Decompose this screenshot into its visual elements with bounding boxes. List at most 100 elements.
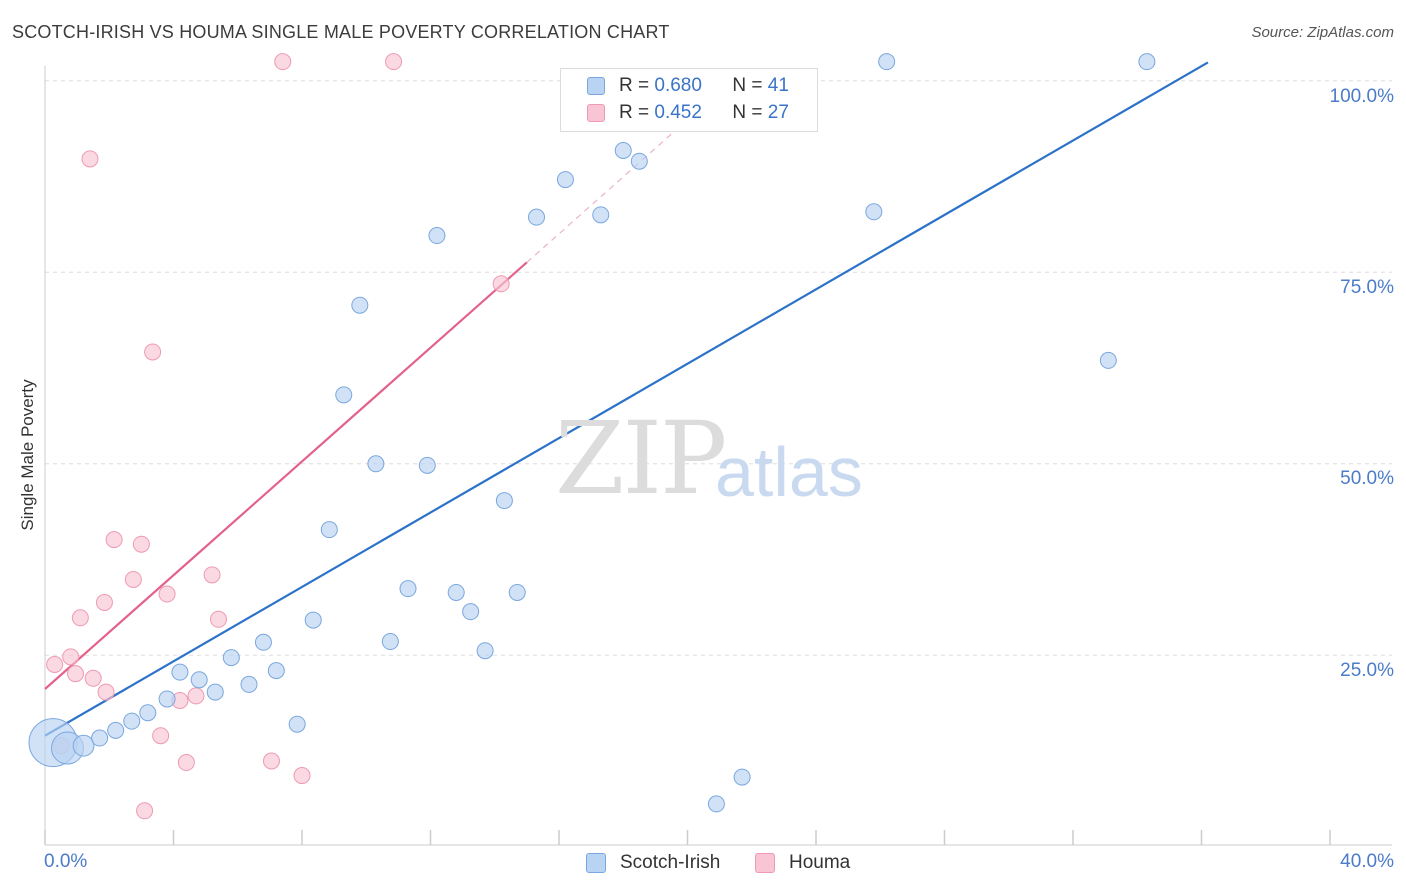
scotch-irish-legend-swatch: [586, 853, 606, 873]
scotch-irish-point: [123, 712, 141, 730]
scotch-irish-point: [107, 721, 125, 739]
bottom-legend-scotch-irish: Scotch-Irish: [586, 852, 720, 874]
scotch-irish-point: [320, 521, 338, 539]
watermark-zip: ZIP: [555, 400, 727, 517]
scotch-irish-r-value: 0.680: [654, 75, 702, 96]
scotch-irish-point: [462, 603, 480, 621]
houma-point: [136, 802, 154, 820]
scotch-irish-point: [240, 675, 258, 693]
scotch-irish-point: [592, 206, 610, 224]
scotch-irish-point: [367, 455, 385, 473]
scotch-irish-point: [733, 768, 751, 786]
scotch-irish-point: [556, 171, 574, 189]
n-label: N =: [732, 102, 768, 123]
y-tick-label: 75.0%: [1340, 277, 1394, 298]
houma-point: [132, 535, 150, 553]
scotch-irish-point: [1138, 53, 1156, 71]
houma-n-value: 27: [767, 102, 789, 123]
data-points: [28, 53, 1156, 820]
houma-point: [95, 593, 113, 611]
x-tick-label-min: 0.0%: [44, 851, 88, 872]
scotch-irish-swatch: [587, 77, 605, 95]
gridlines: [45, 80, 1392, 656]
scotch-irish-point: [418, 456, 436, 474]
houma-point: [144, 343, 162, 361]
houma-trend-line: [44, 261, 528, 690]
scotch-irish-point: [630, 152, 648, 170]
scotch-irish-point: [614, 142, 632, 160]
houma-point: [293, 767, 311, 785]
scotch-irish-trend-line: [44, 61, 1209, 737]
houma-point: [262, 752, 280, 770]
scotch-irish-point: [476, 642, 494, 660]
scotch-irish-point: [304, 611, 322, 629]
houma-point: [105, 531, 123, 549]
chart-title: SCOTCH-IRISH VS HOUMA SINGLE MALE POVERT…: [12, 22, 670, 42]
y-tick-label: 50.0%: [1340, 468, 1394, 489]
houma-point: [84, 669, 102, 687]
bottom-legend-houma: Houma: [755, 852, 850, 874]
stats-legend: R = 0.680 N = 41 R = 0.452 N = 27: [560, 68, 818, 132]
houma-point: [158, 585, 176, 603]
n-label: N =: [732, 75, 768, 96]
scotch-irish-point: [267, 662, 285, 680]
houma-point: [187, 687, 205, 705]
houma-point: [203, 566, 221, 584]
houma-legend-label: Houma: [789, 852, 851, 873]
scotch-irish-point: [381, 633, 399, 651]
scotch-irish-point: [72, 734, 95, 757]
houma-point: [97, 683, 115, 701]
x-tick-label-max: 40.0%: [1340, 851, 1394, 872]
scotch-irish-point: [508, 583, 526, 601]
houma-point: [209, 610, 227, 628]
axes: [44, 66, 1392, 846]
houma-point: [124, 570, 142, 588]
houma-point: [152, 727, 170, 745]
scotch-irish-point: [335, 386, 353, 404]
chart-source: Source: ZipAtlas.com: [1251, 24, 1394, 41]
scotch-irish-point: [399, 580, 417, 598]
scotch-irish-point: [190, 671, 208, 689]
scotch-irish-point: [222, 649, 240, 667]
houma-point: [71, 609, 89, 627]
scotch-irish-point: [1099, 351, 1117, 369]
watermark-atlas: atlas: [715, 433, 863, 511]
houma-point: [274, 53, 292, 71]
legend-row-scotch-irish: R = 0.680 N = 41: [587, 73, 789, 99]
scotch-irish-point: [447, 583, 465, 601]
houma-r-value: 0.452: [654, 102, 702, 123]
scotch-irish-point: [878, 53, 896, 71]
r-label: R =: [619, 75, 655, 96]
scotch-irish-point: [206, 683, 224, 701]
y-tick-label: 100.0%: [1329, 86, 1394, 107]
scotch-irish-point: [528, 208, 546, 226]
y-tick-label: 25.0%: [1340, 660, 1394, 681]
houma-point: [62, 648, 80, 666]
houma-swatch: [587, 104, 605, 122]
scotch-irish-point: [707, 795, 725, 813]
r-label: R =: [619, 102, 655, 123]
scotch-irish-n-value: 41: [767, 75, 789, 96]
houma-point: [177, 754, 195, 772]
houma-legend-swatch: [755, 853, 775, 873]
scotch-irish-point: [865, 203, 883, 221]
houma-point: [67, 665, 85, 683]
scotch-irish-point: [158, 690, 176, 708]
scotch-irish-point: [351, 296, 369, 314]
scotch-irish-point: [171, 663, 189, 681]
y-axis-label: Single Male Poverty: [18, 379, 37, 531]
scotch-irish-point: [91, 729, 109, 747]
houma-point: [46, 655, 64, 673]
houma-point: [385, 53, 403, 71]
scotch-irish-point: [288, 715, 306, 733]
scotch-irish-point: [495, 492, 513, 510]
houma-point: [81, 150, 99, 168]
scotch-irish-point: [254, 633, 272, 651]
scotch-irish-point: [139, 704, 157, 722]
scotch-irish-legend-label: Scotch-Irish: [620, 852, 721, 873]
scotch-irish-point: [428, 227, 446, 245]
houma-point: [492, 275, 510, 293]
legend-row-houma: R = 0.452 N = 27: [587, 100, 789, 126]
trend-lines: [44, 61, 1209, 737]
